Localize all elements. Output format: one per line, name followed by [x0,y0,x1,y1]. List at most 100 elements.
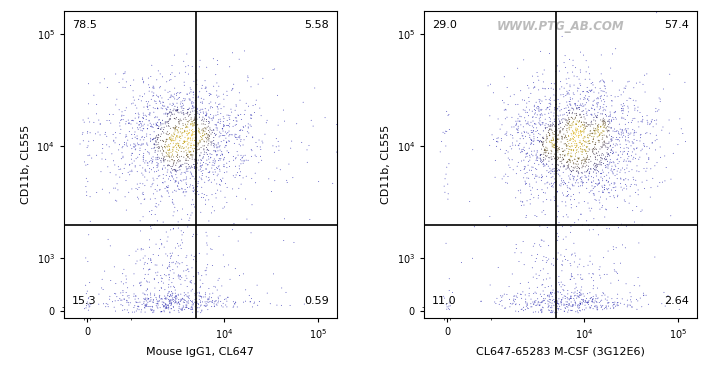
Point [184,97,196,103]
Point [630,98,641,104]
Point [593,122,604,127]
Point [207,298,218,303]
Point [228,81,240,87]
Point [636,179,648,185]
Point [595,194,606,200]
Point [579,160,591,166]
Point [587,82,599,88]
Point [560,257,571,262]
Point [593,149,604,155]
Point [189,114,201,120]
Point [82,299,93,305]
Point [134,147,146,153]
Point [164,110,175,116]
Point [651,132,662,138]
Point [501,131,512,137]
Point [144,112,156,118]
Point [550,124,562,130]
Point [602,141,613,146]
Point [560,306,571,311]
Point [220,129,231,135]
Point [144,88,155,94]
Point [631,306,643,312]
Point [164,109,176,115]
Point [140,295,151,301]
Point [158,157,169,163]
Point [547,184,559,190]
Point [139,303,151,309]
Point [141,286,153,292]
Point [552,238,563,243]
Point [77,131,88,137]
Point [148,93,159,98]
Point [571,112,582,118]
Point [149,285,161,291]
Point [562,185,573,191]
Point [141,141,153,147]
Point [601,164,612,170]
Point [168,176,179,182]
Point [215,119,226,124]
Point [611,205,623,210]
Point [212,61,223,67]
Point [520,171,531,176]
Point [190,157,201,163]
Point [606,103,618,109]
Point [552,146,564,152]
Point [532,149,543,155]
Point [609,195,620,201]
Point [154,246,165,251]
Point [221,148,232,154]
Point [572,127,583,133]
Point [623,130,634,136]
Point [190,130,201,136]
Point [562,158,574,164]
Point [116,156,127,162]
Point [576,277,587,283]
Point [210,132,221,138]
Point [213,296,224,302]
Point [528,195,540,201]
Point [153,146,164,152]
Point [538,163,550,169]
Point [549,155,560,161]
Point [127,160,138,166]
Point [536,209,547,215]
Point [173,309,185,315]
Point [624,131,636,137]
Point [515,292,527,298]
Point [129,115,141,121]
Point [121,276,132,282]
Point [164,144,176,150]
Point [576,159,587,165]
Point [178,154,189,160]
Point [80,184,92,190]
Point [532,251,543,257]
Point [557,224,568,229]
Point [589,167,601,173]
Point [177,206,188,212]
Point [211,302,223,308]
Point [156,105,167,111]
Point [161,169,173,175]
Point [149,129,160,135]
Point [181,262,193,268]
Point [143,267,154,273]
Point [554,173,565,179]
Point [82,128,93,134]
Point [557,157,568,163]
Point [247,135,258,141]
Point [101,134,112,139]
Point [215,130,227,136]
Point [594,159,606,165]
Point [150,135,161,141]
Point [577,301,588,307]
Point [147,93,159,99]
Point [180,170,191,176]
Point [556,299,567,305]
Point [572,118,583,124]
Point [186,132,198,138]
Point [592,299,603,305]
Point [228,299,239,305]
Point [165,255,176,261]
